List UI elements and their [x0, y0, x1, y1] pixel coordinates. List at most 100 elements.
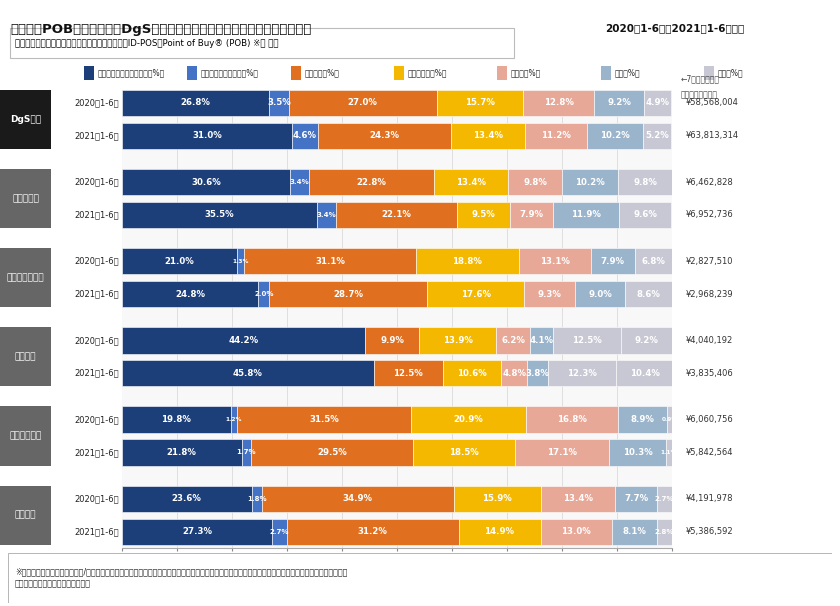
FancyBboxPatch shape: [8, 553, 832, 603]
Text: 16.8%: 16.8%: [557, 415, 587, 424]
Text: ソフトブレーン・フィールド調べ　　マルチプルID-POS「Point of Buy® (POB) ※」 より: ソフトブレーン・フィールド調べ マルチプルID-POS「Point of Buy…: [15, 39, 279, 47]
Text: 2020年1-6月: 2020年1-6月: [75, 178, 119, 187]
Bar: [526, 407, 618, 433]
Bar: [612, 519, 657, 545]
Text: 12.5%: 12.5%: [393, 369, 423, 378]
Bar: [601, 67, 611, 81]
Text: スギ薬局: スギ薬局: [15, 511, 36, 520]
Bar: [586, 122, 643, 149]
Bar: [238, 407, 411, 433]
Bar: [270, 90, 288, 116]
Bar: [419, 327, 496, 353]
Text: 9.5%: 9.5%: [472, 210, 496, 219]
Text: 21.8%: 21.8%: [167, 448, 197, 457]
Text: ¥2,968,239: ¥2,968,239: [685, 290, 733, 299]
Text: 3.8%: 3.8%: [526, 369, 549, 378]
Bar: [540, 519, 612, 545]
Text: 2020年1-6月と2021年1-6月比較: 2020年1-6月と2021年1-6月比較: [605, 23, 744, 33]
Text: 26.8%: 26.8%: [181, 98, 211, 107]
Bar: [428, 281, 524, 307]
Bar: [0, 90, 51, 149]
Text: 9.8%: 9.8%: [523, 178, 547, 187]
Bar: [644, 90, 671, 116]
Bar: [515, 439, 609, 465]
Text: 28.7%: 28.7%: [333, 290, 363, 299]
Text: ¥63,813,314: ¥63,813,314: [685, 131, 738, 140]
Text: 9.6%: 9.6%: [633, 210, 657, 219]
Text: 17.6%: 17.6%: [460, 290, 491, 299]
Bar: [667, 407, 672, 433]
Bar: [609, 439, 666, 465]
Text: 23.6%: 23.6%: [172, 494, 202, 504]
Bar: [122, 360, 374, 387]
Text: 2020年1-6月: 2020年1-6月: [75, 336, 119, 345]
Text: ※全国の消費者から実際に購入/利用したレシートを収集し、ブランドカテゴリや利用サービス、実際の飲食店ごとのレシートを通して集計したマルチプル
リテール購買データ: ※全国の消費者から実際に購入/利用したレシートを収集し、ブランドカテゴリや利用サ…: [15, 567, 348, 588]
Text: 2021年1-6月: 2021年1-6月: [75, 527, 119, 536]
Bar: [523, 90, 594, 116]
Text: 1.8%: 1.8%: [247, 496, 266, 502]
Bar: [288, 90, 437, 116]
Text: 20.9%: 20.9%: [454, 415, 483, 424]
Text: 22.8%: 22.8%: [357, 178, 386, 187]
Text: ¥6,462,828: ¥6,462,828: [685, 178, 733, 187]
Bar: [510, 202, 554, 228]
Bar: [122, 281, 258, 307]
Bar: [443, 360, 501, 387]
Bar: [122, 202, 318, 228]
Bar: [657, 485, 672, 512]
Text: 2020年1-6月: 2020年1-6月: [75, 415, 119, 424]
Text: 13.9%: 13.9%: [443, 336, 473, 345]
Text: 14.9%: 14.9%: [485, 527, 515, 536]
Bar: [0, 407, 51, 465]
Text: 15.7%: 15.7%: [465, 98, 496, 107]
Bar: [625, 281, 672, 307]
Text: 29.5%: 29.5%: [318, 448, 347, 457]
Text: 2021年1-6月: 2021年1-6月: [75, 290, 119, 299]
Text: 15.9%: 15.9%: [482, 494, 512, 504]
Text: 6.8%: 6.8%: [642, 257, 665, 265]
Bar: [416, 248, 519, 275]
Bar: [634, 248, 672, 275]
Text: ¥6,060,756: ¥6,060,756: [685, 415, 733, 424]
Text: ¥58,568,004: ¥58,568,004: [685, 98, 738, 107]
Text: ¥5,386,592: ¥5,386,592: [685, 527, 733, 536]
Text: 3.5%: 3.5%: [267, 98, 291, 107]
Text: 21.0%: 21.0%: [165, 257, 194, 265]
Text: 8.9%: 8.9%: [631, 415, 654, 424]
Bar: [657, 519, 672, 545]
Text: 13.4%: 13.4%: [473, 131, 503, 140]
Bar: [508, 169, 562, 195]
Bar: [84, 67, 94, 81]
Text: 22.1%: 22.1%: [381, 210, 412, 219]
Text: 9.2%: 9.2%: [635, 336, 659, 345]
Bar: [459, 519, 540, 545]
Text: 31.5%: 31.5%: [309, 415, 339, 424]
Bar: [231, 407, 238, 433]
Text: 8.6%: 8.6%: [637, 290, 660, 299]
Text: ¥6,952,736: ¥6,952,736: [685, 210, 733, 219]
Text: 1.3%: 1.3%: [233, 259, 249, 264]
Text: ツルハドラッグ: ツルハドラッグ: [7, 273, 45, 282]
Text: 7.7%: 7.7%: [624, 494, 648, 504]
Text: 9.9%: 9.9%: [381, 336, 404, 345]
Text: 1.1%: 1.1%: [661, 450, 677, 455]
Text: ¥5,842,564: ¥5,842,564: [685, 448, 733, 457]
Text: 6.2%: 6.2%: [501, 336, 525, 345]
Text: 44.2%: 44.2%: [228, 336, 259, 345]
Bar: [524, 281, 575, 307]
Text: 5.2%: 5.2%: [645, 131, 669, 140]
FancyBboxPatch shape: [10, 28, 514, 58]
Text: 11.2%: 11.2%: [541, 131, 571, 140]
Text: 45.8%: 45.8%: [233, 369, 263, 378]
Bar: [411, 407, 526, 433]
Text: 3.4%: 3.4%: [317, 212, 336, 218]
Text: 13.1%: 13.1%: [540, 257, 570, 265]
Bar: [122, 519, 272, 545]
Text: 1.7%: 1.7%: [237, 450, 256, 456]
Bar: [251, 439, 413, 465]
Text: ←7カテゴリーの: ←7カテゴリーの: [680, 75, 719, 84]
Text: ¥4,191,978: ¥4,191,978: [685, 494, 733, 504]
Bar: [643, 122, 671, 149]
Text: コスモス: コスモス: [15, 352, 36, 361]
Bar: [122, 169, 290, 195]
